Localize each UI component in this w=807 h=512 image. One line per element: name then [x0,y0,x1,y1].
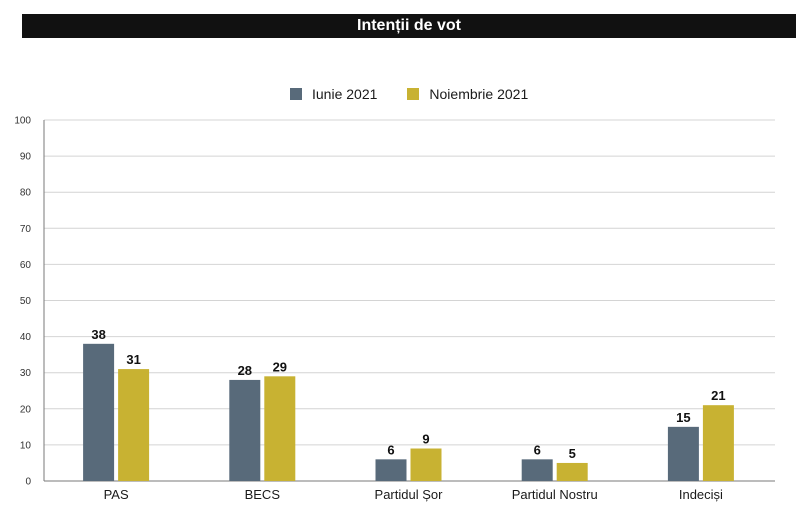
x-tick-label: Partidul Șor [375,487,444,502]
y-tick-label: 10 [20,440,32,451]
bar [521,459,553,481]
data-label: 6 [387,442,394,457]
legend-item-series-1: Iunie 2021 [290,86,377,102]
bar [375,459,407,481]
bar [264,376,296,481]
legend-swatch-series-2 [407,88,420,100]
bar [83,343,115,481]
y-tick-label: 60 [20,260,32,271]
data-label: 38 [91,327,105,342]
bar [667,426,699,481]
bar [702,405,734,481]
chart-legend: Iunie 2021 Noiembrie 2021 [290,84,558,104]
x-tick-label: Indeciși [679,487,723,502]
y-tick-label: 50 [20,296,32,307]
data-label: 28 [238,363,252,378]
bar [118,369,150,481]
y-tick-label: 0 [25,477,31,488]
y-tick-label: 30 [20,368,32,379]
y-tick-label: 40 [20,332,32,343]
legend-label-series-1: Iunie 2021 [312,86,378,102]
legend-swatch-series-1 [290,88,302,100]
x-tick-label: PAS [104,487,129,502]
y-tick-label: 100 [14,116,31,127]
data-label: 6 [534,442,541,457]
data-label: 9 [422,432,429,447]
data-label: 31 [126,352,140,367]
data-label: 15 [676,410,690,425]
x-tick-label: Partidul Nostru [512,487,598,502]
legend-item-series-2: Noiembrie 2021 [407,86,528,102]
y-tick-label: 20 [20,404,32,415]
x-tick-label: BECS [245,487,281,502]
data-label: 29 [273,359,287,374]
y-tick-label: 90 [20,152,32,163]
legend-label-series-2: Noiembrie 2021 [429,86,529,102]
chart-title-bar: Intenții de vot [22,14,796,38]
y-tick-label: 70 [20,224,32,235]
y-tick-label: 80 [20,188,32,199]
chart-title: Intenții de vot [357,17,461,34]
bar [410,448,442,481]
bar [556,462,588,481]
data-label: 21 [711,388,725,403]
bar [229,379,261,481]
data-label: 5 [569,446,576,461]
